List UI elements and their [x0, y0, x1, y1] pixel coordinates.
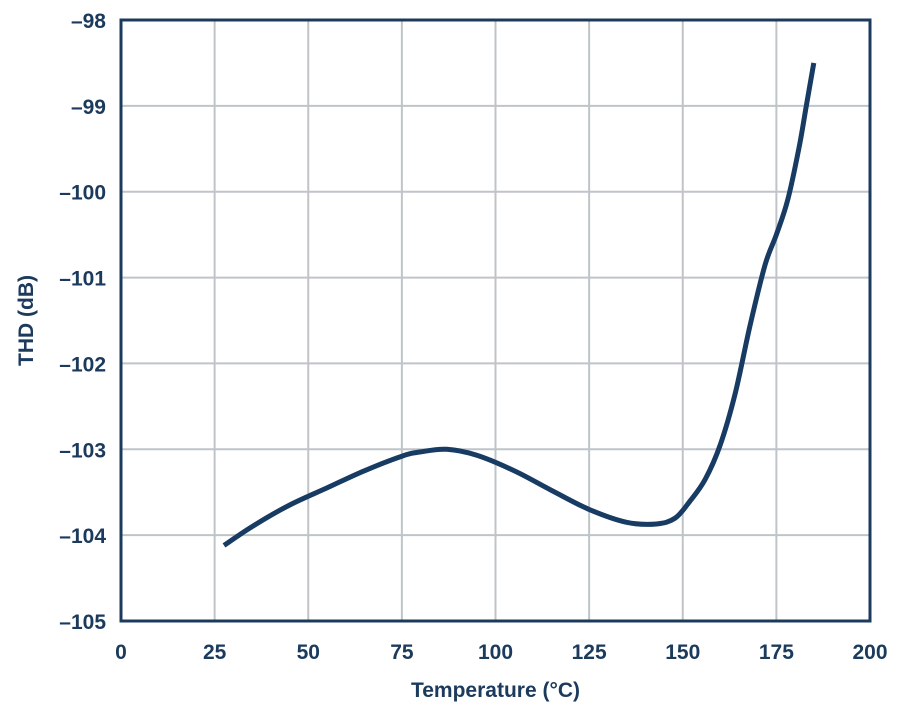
plot-frame: [119, 18, 872, 623]
y-axis-ticks: –98 –99 –100 –101 –102 –103 –104 –105: [59, 10, 106, 634]
y-tick-label: –103: [59, 439, 106, 462]
y-tick-label: –104: [59, 525, 106, 548]
x-tick-label: 100: [478, 641, 513, 664]
x-tick-label: 0: [115, 641, 127, 664]
y-axis-title: THD (dB): [15, 275, 38, 366]
x-axis-title: Temperature (°C): [411, 679, 580, 702]
y-tick-label: –105: [59, 611, 106, 634]
x-tick-label: 150: [665, 641, 700, 664]
x-tick-label: 75: [390, 641, 414, 664]
y-tick-label: –102: [59, 353, 106, 376]
y-tick-label: –100: [59, 182, 106, 205]
x-tick-label: 125: [572, 641, 607, 664]
x-tick-label: 25: [203, 641, 227, 664]
y-tick-label: –101: [59, 268, 106, 291]
series-line-thd: [222, 62, 817, 548]
grid-lines: [121, 20, 870, 621]
x-tick-label: 200: [852, 641, 887, 664]
x-tick-label: 50: [297, 641, 320, 664]
y-tick-label: –99: [71, 96, 106, 119]
x-tick-label: 175: [759, 641, 794, 664]
series-layer: [222, 62, 817, 548]
y-tick-label: –98: [71, 10, 106, 33]
x-axis-ticks: 0 25 50 75 100 125 150 175 200: [115, 641, 887, 664]
